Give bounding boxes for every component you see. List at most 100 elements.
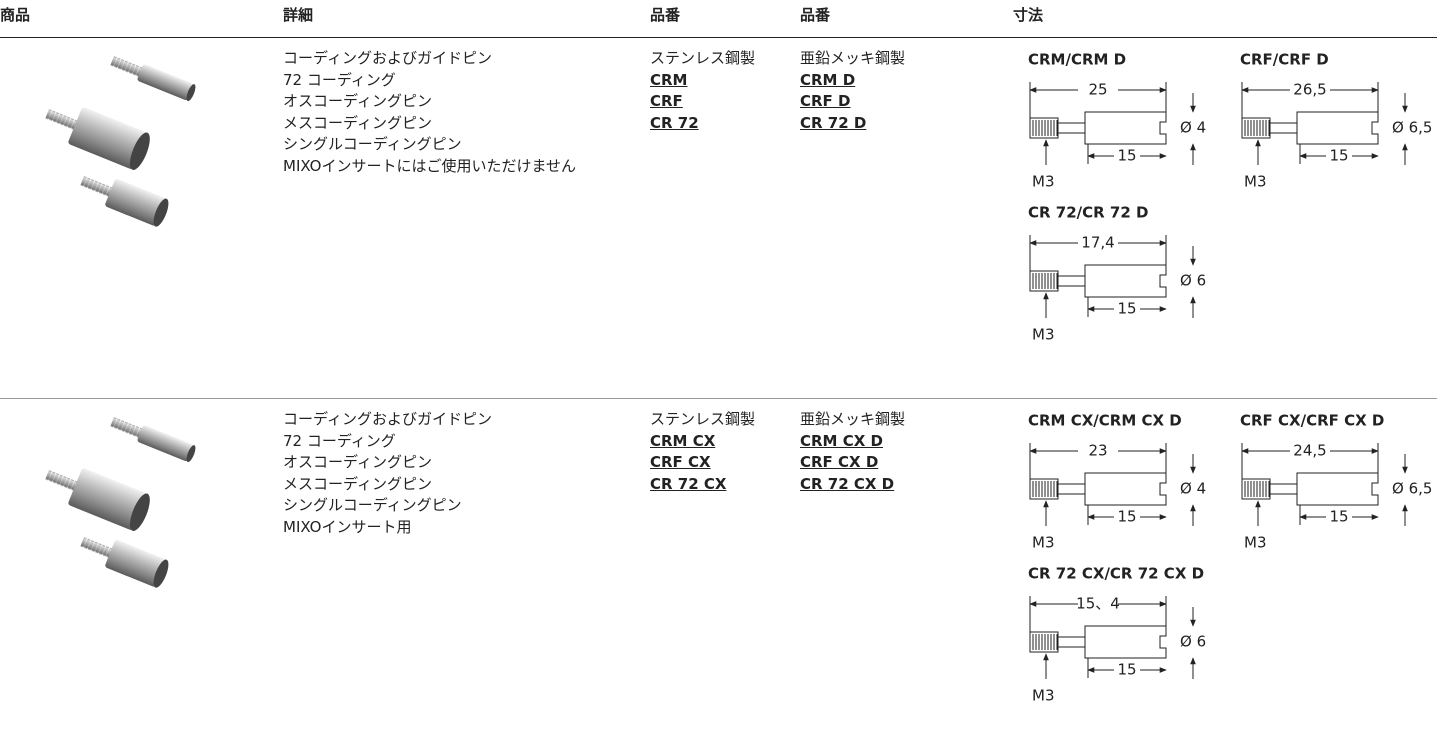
pin-image: [80, 537, 169, 588]
body: [137, 64, 194, 101]
shank: [1269, 483, 1298, 495]
thread-label: M3: [1244, 173, 1267, 191]
body: [68, 468, 147, 530]
shank-label: 15: [1329, 508, 1348, 526]
thread-label: M3: [1032, 534, 1055, 552]
detail-line: MIXOインサートにはご使用いただけません: [283, 156, 577, 175]
shank: [1269, 122, 1298, 134]
body: [1084, 472, 1167, 506]
drawing-title: CRM CX/CRM CX D: [1028, 412, 1182, 430]
length-label: 24,5: [1293, 442, 1326, 460]
column-header: 寸法: [1013, 6, 1044, 24]
end-face: [186, 445, 196, 463]
detail-line: 72 コーディング: [283, 431, 396, 450]
detail-line: コーディングおよびガイドピン: [283, 49, 492, 67]
diameter-label: Ø 6,5: [1392, 480, 1432, 498]
column-header: 商品: [0, 6, 31, 24]
shank-label: 15: [1117, 147, 1136, 165]
pin-image: [45, 107, 150, 170]
body: [1296, 111, 1379, 145]
diameter-label: Ø 6: [1180, 272, 1206, 290]
pin-image: [110, 417, 196, 463]
thread-core: [110, 57, 144, 77]
shank-label: 15: [1329, 147, 1348, 165]
drawing-title: CRM/CRM D: [1028, 51, 1126, 69]
detail-line: オスコーディングピン: [283, 453, 432, 471]
body: [1084, 111, 1167, 145]
part-numbers: 亜鉛メッキ鋼製 CRM CX D CRF CX D CR 72 CX D: [800, 409, 905, 495]
row-rule: [0, 398, 1437, 399]
thread-label: M3: [1032, 687, 1055, 705]
shank-label: 15: [1117, 661, 1136, 679]
drawing-title: CRF/CRF D: [1240, 51, 1329, 69]
diameter-label: Ø 4: [1180, 480, 1206, 498]
part-numbers: ステンレス鋼製 CRM CX CRF CX CR 72 CX: [650, 409, 755, 495]
part-link[interactable]: CR 72: [650, 113, 699, 132]
length-label: 15、4: [1076, 595, 1120, 613]
column-header: 詳細: [283, 6, 314, 24]
shank-label: 15: [1117, 300, 1136, 318]
drawing-title: CRF CX/CRF CX D: [1240, 412, 1384, 430]
material: 亜鉛メッキ鋼製: [800, 49, 906, 67]
detail-line: シングルコーディングピン: [283, 135, 462, 153]
part-link[interactable]: CRM D: [800, 70, 856, 89]
header-rule: [0, 37, 1437, 38]
details: コーディングおよびガイドピン 72 コーディングオスコーディングピン メスコーディン…: [283, 48, 613, 177]
length-label: 25: [1088, 81, 1107, 99]
detail-line: オスコーディングピン: [283, 92, 432, 110]
body: [137, 425, 194, 462]
part-link[interactable]: CRM: [650, 70, 688, 89]
pin-image: [45, 468, 150, 531]
thread-core: [110, 418, 144, 438]
part-link[interactable]: CRF CX: [650, 453, 711, 471]
thread-core: [45, 110, 79, 130]
shank-label: 15: [1117, 508, 1136, 526]
part-numbers: 亜鉛メッキ鋼製 CRM D CRF D CR 72 D: [800, 48, 905, 134]
thread-core: [45, 471, 79, 491]
material: ステンレス鋼製: [650, 49, 756, 67]
shank: [1057, 636, 1086, 648]
material: 亜鉛メッキ鋼製: [800, 410, 906, 428]
part-link[interactable]: CRF CX D: [800, 453, 879, 471]
detail-line: MIXOインサート用: [283, 517, 412, 536]
thread-label: M3: [1244, 534, 1267, 552]
pin-image: [80, 176, 169, 227]
end-face: [129, 132, 150, 170]
detail-line: 72 コーディング: [283, 70, 396, 89]
body: [1084, 264, 1167, 298]
end-face: [153, 559, 169, 588]
shank: [1057, 483, 1086, 495]
diameter-label: Ø 4: [1180, 119, 1206, 137]
part-link[interactable]: CR 72 CX: [650, 474, 727, 493]
pin-image: [110, 56, 196, 102]
body: [1296, 472, 1379, 506]
part-link[interactable]: CRF D: [800, 92, 851, 110]
drawing-title: CR 72 CX/CR 72 CX D: [1028, 565, 1204, 583]
thread-core: [80, 177, 114, 197]
part-link[interactable]: CRM CX D: [800, 431, 883, 450]
column-header: 品番: [800, 6, 831, 24]
part-link[interactable]: CRM CX: [650, 431, 716, 450]
detail-line: メスコーディングピン: [283, 474, 432, 493]
shank: [1057, 122, 1086, 134]
end-face: [186, 84, 196, 102]
detail-line: メスコーディングピン: [283, 113, 432, 132]
part-link[interactable]: CR 72 CX D: [800, 474, 895, 493]
thread-core: [80, 538, 114, 558]
body: [68, 107, 147, 169]
part-link[interactable]: CRF: [650, 92, 683, 110]
part-link[interactable]: CR 72 D: [800, 113, 867, 132]
length-label: 17,4: [1081, 234, 1114, 252]
thread-label: M3: [1032, 326, 1055, 344]
column-header: 品番: [650, 6, 681, 24]
thread-label: M3: [1032, 173, 1055, 191]
drawing-title: CR 72/CR 72 D: [1028, 204, 1148, 222]
material: ステンレス鋼製: [650, 410, 756, 428]
body: [105, 539, 166, 587]
length-label: 23: [1088, 442, 1107, 460]
detail-line: コーディングおよびガイドピン: [283, 410, 492, 428]
body: [1084, 625, 1167, 659]
length-label: 26,5: [1293, 81, 1326, 99]
